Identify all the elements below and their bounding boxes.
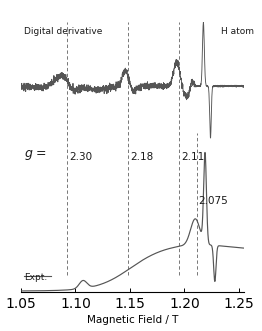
Text: 2.11: 2.11 (181, 153, 204, 163)
Text: $g$ =: $g$ = (24, 148, 47, 162)
Text: 2.075: 2.075 (199, 196, 228, 206)
X-axis label: Magnetic Field / T: Magnetic Field / T (87, 315, 178, 325)
Text: H atom: H atom (221, 27, 254, 36)
Text: Expt.: Expt. (24, 273, 47, 282)
Text: 2.30: 2.30 (69, 153, 92, 163)
Text: 2.18: 2.18 (130, 153, 153, 163)
Text: Digital derivative: Digital derivative (24, 27, 103, 36)
